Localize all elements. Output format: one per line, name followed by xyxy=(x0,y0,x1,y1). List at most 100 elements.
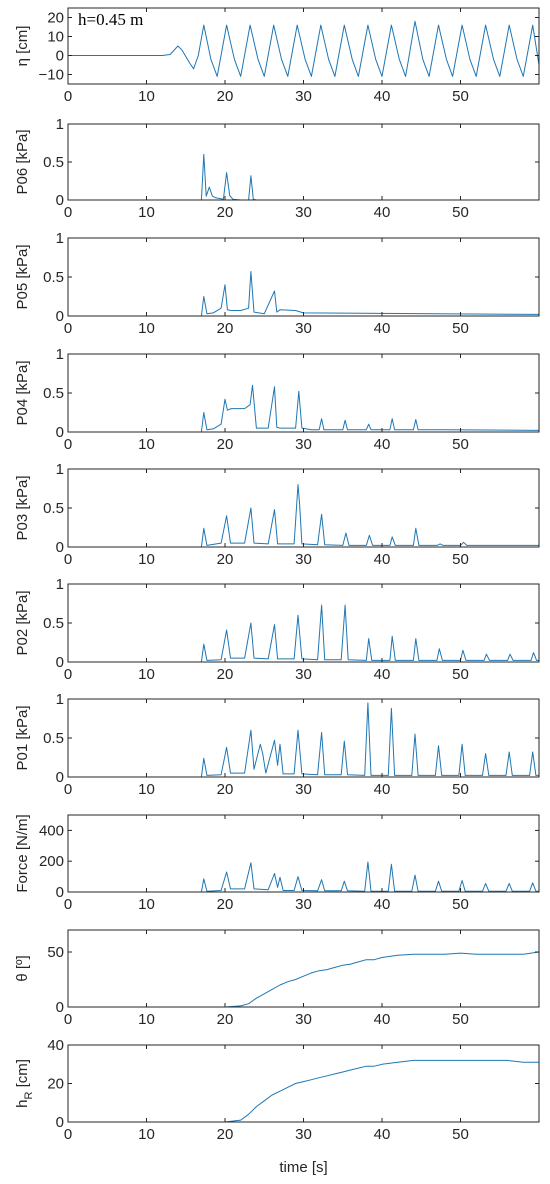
series-line xyxy=(68,271,539,316)
y-axis-label: P02 [kPa] xyxy=(14,590,31,655)
x-tick-label: 0 xyxy=(64,551,72,568)
y-tick-label: 1 xyxy=(56,346,64,363)
x-tick-label: 50 xyxy=(452,551,469,568)
x-tick-label: 10 xyxy=(138,781,155,798)
x-tick-label: 30 xyxy=(295,436,312,453)
x-tick-label: 30 xyxy=(295,896,312,913)
axes-box xyxy=(67,468,540,548)
x-tick-label: 30 xyxy=(295,666,312,683)
x-tick-label: 50 xyxy=(452,436,469,453)
x-tick-label: 30 xyxy=(295,551,312,568)
x-tick-label: 40 xyxy=(374,204,391,221)
x-tick-label: 40 xyxy=(374,781,391,798)
series-line xyxy=(68,20,539,77)
x-tick-label: 30 xyxy=(295,1126,312,1143)
axes-box xyxy=(67,353,540,433)
x-tick-label: 30 xyxy=(295,1011,312,1028)
x-tick-label: 20 xyxy=(217,896,234,913)
x-tick-label: 20 xyxy=(217,666,234,683)
x-tick-label: 0 xyxy=(64,1011,72,1028)
y-tick-label: 1 xyxy=(56,576,64,593)
y-tick-label: 50 xyxy=(47,944,64,961)
y-tick-label: 0 xyxy=(56,884,64,901)
x-tick-label: 0 xyxy=(64,88,72,105)
series-line xyxy=(68,604,539,662)
y-axis-label: η [cm] xyxy=(14,26,31,67)
x-tick-label: 30 xyxy=(295,781,312,798)
x-tick-label: 20 xyxy=(217,1126,234,1143)
x-tick-label: 40 xyxy=(374,551,391,568)
y-tick-label: 1 xyxy=(56,691,64,708)
panel-4: 0 10 20 30 40 50 0 0.5 1 P04 [kPa] xyxy=(14,346,540,453)
y-tick-label: 20 xyxy=(47,1076,64,1093)
x-tick-label: 50 xyxy=(452,1011,469,1028)
y-axis-label: P01 [kPa] xyxy=(14,705,31,770)
x-tick-label: 50 xyxy=(452,204,469,221)
y-axis-label: P04 [kPa] xyxy=(14,360,31,425)
x-tick-label: 50 xyxy=(452,1126,469,1143)
x-tick-label: 50 xyxy=(452,320,469,337)
y-tick-label: 0 xyxy=(56,1114,64,1131)
series-line xyxy=(68,484,539,547)
x-tick-label: 50 xyxy=(452,88,469,105)
y-tick-label: 0 xyxy=(56,539,64,556)
y-tick-label: 200 xyxy=(39,853,64,870)
axes-box xyxy=(67,123,540,201)
y-axis-label: P06 [kPa] xyxy=(14,129,31,194)
x-tick-label: 30 xyxy=(295,204,312,221)
x-tick-label: 20 xyxy=(217,1011,234,1028)
y-tick-label: 0.5 xyxy=(43,615,64,632)
x-tick-label: 40 xyxy=(374,1011,391,1028)
y-axis-label: P05 [kPa] xyxy=(14,244,31,309)
axes-box xyxy=(67,929,540,1008)
y-tick-label: 0.5 xyxy=(43,154,64,171)
x-tick-label: 10 xyxy=(138,1011,155,1028)
x-tick-label: 20 xyxy=(217,204,234,221)
x-tick-label: 0 xyxy=(64,781,72,798)
series-line xyxy=(68,1059,539,1122)
x-tick-label: 0 xyxy=(64,666,72,683)
y-tick-label: 0 xyxy=(56,999,64,1016)
y-tick-label: 1 xyxy=(56,116,64,133)
x-tick-label: 50 xyxy=(452,896,469,913)
y-axis-label: hR [cm] xyxy=(14,1059,35,1108)
x-tick-label: 50 xyxy=(452,781,469,798)
y-tick-label: 40 xyxy=(47,1037,64,1054)
x-tick-label: 40 xyxy=(374,436,391,453)
y-tick-label: 0.5 xyxy=(43,269,64,286)
x-tick-label: 10 xyxy=(138,88,155,105)
axes-box xyxy=(67,698,540,778)
panel-10: 0 10 20 30 40 50 0 20 40 hR [cm] time [s] xyxy=(14,1037,540,1176)
y-tick-label: 1 xyxy=(56,230,64,247)
y-axis-label: θ [º] xyxy=(14,955,31,981)
axes-box xyxy=(67,583,540,663)
x-tick-label: 50 xyxy=(452,666,469,683)
panel-5: 0 10 20 30 40 50 0 0.5 1 P03 [kPa] xyxy=(14,461,540,568)
y-tick-label: 400 xyxy=(39,822,64,839)
y-axis-label: Force [N/m] xyxy=(14,814,31,892)
panel-2: 0 10 20 30 40 50 0 0.5 1 P06 [kPa] xyxy=(14,116,540,221)
x-tick-label: 40 xyxy=(374,896,391,913)
x-tick-label: 0 xyxy=(64,1126,72,1143)
y-axis-label: P03 [kPa] xyxy=(14,475,31,540)
y-tick-label: 0 xyxy=(56,769,64,786)
x-tick-label: 0 xyxy=(64,320,72,337)
x-tick-label: 20 xyxy=(217,551,234,568)
y-tick-label: 0.5 xyxy=(43,730,64,747)
series-line xyxy=(68,951,539,1007)
y-tick-label: −10 xyxy=(39,67,64,84)
x-tick-label: 0 xyxy=(64,436,72,453)
x-tick-label: 40 xyxy=(374,666,391,683)
x-tick-label: 30 xyxy=(295,320,312,337)
y-tick-label: 10 xyxy=(47,29,64,46)
x-tick-label: 40 xyxy=(374,1126,391,1143)
series-line xyxy=(68,861,539,892)
series-line xyxy=(68,153,539,200)
x-tick-label: 10 xyxy=(138,204,155,221)
panel-7: 0 10 20 30 40 50 0 0.5 1 P01 [kPa] xyxy=(14,691,540,798)
x-tick-label: 10 xyxy=(138,551,155,568)
x-tick-label: 0 xyxy=(64,896,72,913)
y-tick-label: 0 xyxy=(56,424,64,441)
